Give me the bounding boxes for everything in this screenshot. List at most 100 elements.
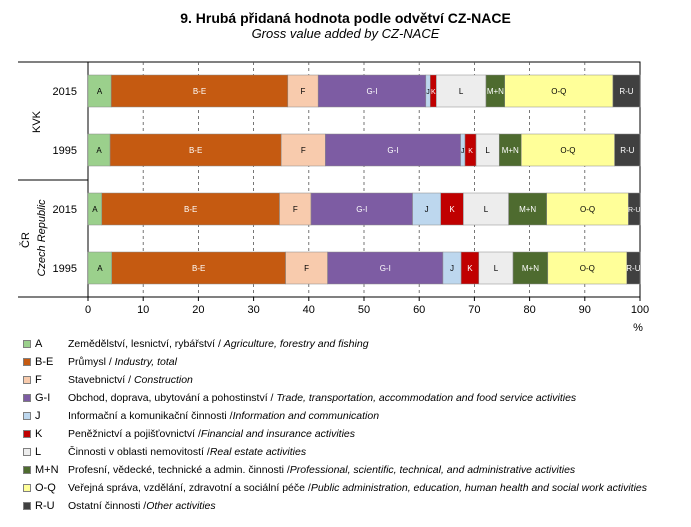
- legend-code: J: [35, 410, 41, 422]
- legend-description-en: Construction: [133, 374, 193, 386]
- x-tick-label: 100: [631, 304, 649, 316]
- segment-label: M+N: [502, 146, 519, 155]
- segment-label: O-Q: [560, 146, 575, 155]
- legend-description: Stavebnictví / Construction: [68, 371, 193, 389]
- bar-segment-r-u: [612, 74, 641, 108]
- x-tick-label: 40: [303, 304, 315, 316]
- x-tick-label: 80: [523, 304, 535, 316]
- legend-description-cz: Peněžnictví a pojišťovnictví /: [68, 428, 201, 440]
- legend-item: K Peněžnictví a pojišťovnictví /Financial…: [18, 425, 688, 443]
- year-label: 1995: [53, 145, 77, 157]
- legend-item: J Informační a komunikační činnosti /Info…: [18, 407, 688, 425]
- segment-label: J: [461, 148, 465, 155]
- segment-label: M+N: [487, 87, 504, 96]
- bar-segment-g-i: [317, 74, 427, 108]
- legend-code: B-E: [35, 356, 54, 368]
- segment-label: A: [97, 87, 103, 96]
- legend-description-cz: Informační a komunikační činnosti /: [68, 410, 233, 422]
- legend-code: G-I: [35, 392, 51, 404]
- legend-description: Zemědělství, lesnictví, rybářství / Agri…: [68, 335, 369, 353]
- x-tick-label: 0: [85, 304, 91, 316]
- segment-label: J: [450, 264, 454, 273]
- segment-label: K: [431, 89, 436, 96]
- legend-description-en: Trade, transportation, accommodation and…: [276, 392, 577, 404]
- x-axis-unit-label: %: [633, 322, 643, 334]
- segment-label: R-U: [619, 87, 633, 96]
- bar-segment-f: [287, 74, 319, 108]
- segment-label: B-E: [192, 264, 205, 273]
- segment-label: F: [301, 146, 306, 155]
- legend-description-en: Financial and insurance activities: [200, 428, 356, 440]
- segment-label: K: [449, 205, 455, 214]
- segment-label: F: [293, 205, 298, 214]
- segment-label: K: [468, 148, 473, 155]
- segment-label: K: [467, 264, 473, 273]
- legend-swatch: [23, 466, 31, 474]
- legend-description-en: Agriculture, forestry and fishing: [223, 338, 369, 350]
- bar-segment-o-q: [504, 74, 614, 108]
- legend-description-en: Information and communication: [232, 410, 380, 422]
- segment-label: O-Q: [580, 205, 595, 214]
- legend-description: Profesní, vědecké, technické a admin. či…: [68, 461, 575, 479]
- legend-description-cz: Veřejná správa, vzdělání, zdravotní a so…: [68, 482, 311, 494]
- legend-swatch: [23, 358, 31, 366]
- legend-item: R-U Ostatní činnosti /Other activities: [18, 497, 688, 515]
- legend-description: Informační a komunikační činnosti /Infor…: [68, 407, 379, 425]
- segment-label: G-I: [380, 264, 391, 273]
- x-tick-label: 70: [468, 304, 480, 316]
- legend-description-cz: Zemědělství, lesnictví, rybářství /: [68, 338, 224, 350]
- group-label-kvk: KVK: [31, 110, 43, 133]
- bar-segment-r-u: [628, 192, 641, 226]
- segment-label: F: [301, 87, 306, 96]
- bar-segment-r-u: [626, 251, 641, 285]
- legend-code: A: [35, 338, 43, 350]
- legend-swatch: [23, 502, 31, 510]
- legend-item: O-Q Veřejná správa, vzdělání, zdravotní a…: [18, 479, 688, 497]
- bar-segment-f: [285, 251, 328, 285]
- segment-label: B-E: [189, 146, 202, 155]
- legend-swatch: [23, 412, 31, 420]
- legend-item: M+N Profesní, vědecké, technické a admin.…: [18, 461, 688, 479]
- segment-label: L: [459, 87, 464, 96]
- legend-item: B-E Průmysl / Industry, total: [18, 353, 688, 371]
- segment-label: L: [494, 264, 499, 273]
- segment-label: L: [485, 146, 490, 155]
- legend-code: O-Q: [35, 482, 56, 494]
- legend-swatch: [23, 394, 31, 402]
- legend-description-cz: Profesní, vědecké, technické a admin. či…: [68, 464, 290, 476]
- legend-swatch: [23, 484, 31, 492]
- segment-label: A: [96, 146, 102, 155]
- segment-label: O-Q: [580, 264, 595, 273]
- legend-code: M+N: [35, 464, 59, 476]
- bar-segment-o-q: [521, 133, 615, 167]
- x-tick-label: 10: [137, 304, 149, 316]
- legend-description-cz: Činnosti v oblasti nemovitostí /: [68, 446, 210, 458]
- segment-label: B-E: [184, 205, 197, 214]
- legend-description-en: Real estate activities: [209, 446, 307, 458]
- segment-label: O-Q: [551, 87, 566, 96]
- legend-description: Obchod, doprava, ubytování a pohostinstv…: [68, 389, 576, 407]
- bar-segment-b-e: [111, 251, 286, 285]
- bar-segment-g-i: [325, 133, 461, 167]
- x-tick-label: 60: [413, 304, 425, 316]
- segment-label: R-U: [626, 264, 640, 273]
- x-tick-label: 90: [579, 304, 591, 316]
- x-tick-label: 20: [192, 304, 204, 316]
- segment-label: B-E: [193, 87, 206, 96]
- legend-description-en: Public administration, education, human …: [310, 482, 647, 494]
- year-label: 2015: [53, 86, 77, 98]
- segment-label: R-U: [620, 146, 634, 155]
- legend-description-cz: Průmysl /: [68, 356, 115, 368]
- legend-item: L Činnosti v oblasti nemovitostí /Real es…: [18, 443, 688, 461]
- segment-label: M+N: [522, 264, 539, 273]
- bar-segment-m-n: [508, 192, 547, 226]
- bar-segment-b-e: [101, 192, 280, 226]
- legend-code: L: [35, 446, 42, 458]
- segment-label: G-I: [366, 87, 377, 96]
- stacked-bar-chart: A B-E F G-I J K L M+N O-Q R-UA B-E F G-I J K L M+N O-Q R-U…: [18, 61, 649, 334]
- bar-segment-g-i: [310, 192, 413, 226]
- legend-description: Průmysl / Industry, total: [68, 353, 177, 371]
- segment-label: J: [426, 89, 430, 96]
- bar-segment-f: [279, 192, 312, 226]
- x-tick-label: 30: [247, 304, 259, 316]
